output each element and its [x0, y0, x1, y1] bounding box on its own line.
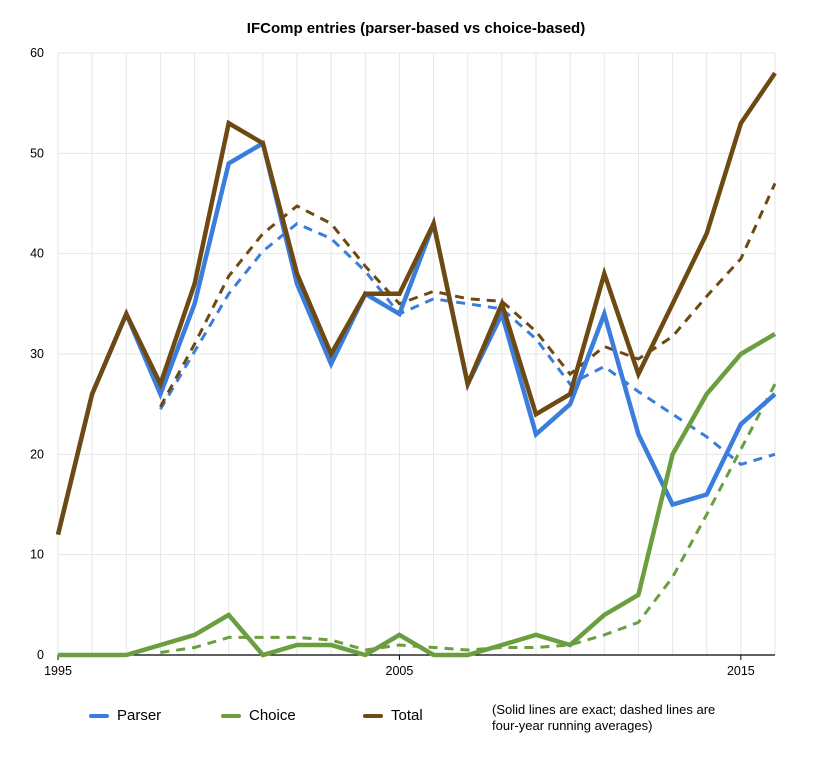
y-tick-label: 10: [30, 548, 44, 562]
x-tick-label: 1995: [44, 664, 72, 678]
grid: [57, 52, 776, 655]
series-layer: [55, 71, 777, 658]
axes: 0 10 20 30 40 50 60 1995 2005 2015: [30, 46, 775, 678]
y-tick-label: 20: [30, 447, 44, 461]
chart-title: IFComp entries (parser-based vs choice-b…: [247, 20, 585, 37]
series-line-choice-running-average: [160, 383, 777, 654]
y-tick-label: 60: [30, 46, 44, 60]
y-tick-label: 30: [30, 347, 44, 361]
series-line-total: [55, 71, 777, 536]
y-tick-label: 0: [37, 648, 44, 662]
series-line-choice: [58, 331, 777, 658]
y-tick-label: 40: [30, 247, 44, 261]
x-tick-label: 2005: [386, 664, 414, 678]
series-line-parser: [55, 139, 777, 536]
y-tick-label: 50: [30, 146, 44, 160]
x-tick-label: 2015: [727, 664, 755, 678]
